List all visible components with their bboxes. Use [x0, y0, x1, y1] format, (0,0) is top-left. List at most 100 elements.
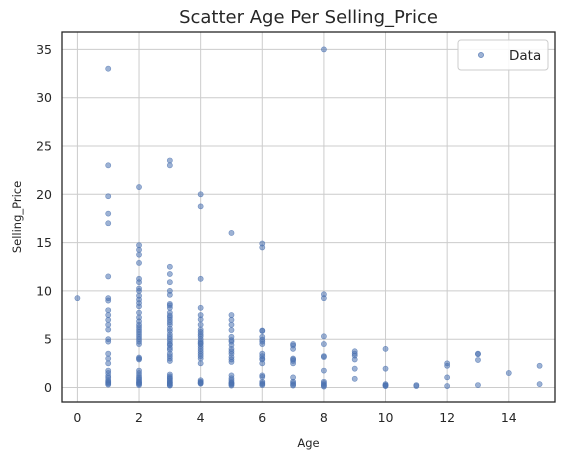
- scatter-point: [382, 365, 389, 372]
- scatter-point: [228, 327, 235, 333]
- y-tick-label: 5: [44, 332, 52, 347]
- scatter-point: [228, 316, 235, 323]
- scatter-point: [382, 345, 389, 352]
- scatter-point: [290, 360, 296, 367]
- y-tick-label: 10: [36, 283, 52, 298]
- scatter-point: [136, 309, 142, 316]
- scatter-point: [444, 383, 451, 389]
- scatter-point: [136, 341, 142, 347]
- x-tick-labels: 0 2 4 6 8 10 12 14: [73, 410, 516, 425]
- y-tick-label: 30: [36, 90, 52, 105]
- scatter-point: [136, 356, 142, 363]
- scatter-point: [166, 157, 173, 164]
- scatter-point: [321, 333, 327, 340]
- scatter-point: [136, 259, 142, 266]
- scatter-point: [259, 244, 266, 251]
- scatter-point: [290, 382, 296, 389]
- scatter-point: [105, 338, 112, 345]
- scatter-point: [197, 380, 204, 387]
- x-tick-label: 10: [378, 410, 394, 425]
- scatter-point: [105, 210, 112, 217]
- scatter-point: [105, 381, 112, 388]
- scatter-point: [197, 360, 204, 367]
- legend-entry-data: Data: [509, 48, 541, 64]
- scatter-point: [105, 65, 112, 72]
- scatter-point: [228, 321, 235, 328]
- scatter-point: [290, 345, 296, 352]
- scatter-point: [166, 263, 173, 270]
- scatter-point: [166, 291, 173, 298]
- scatter-point: [321, 341, 327, 347]
- scatter-point: [321, 367, 327, 374]
- scatter-point: [259, 328, 266, 334]
- scatter-point: [351, 365, 358, 372]
- x-tick-label: 14: [501, 410, 517, 425]
- x-tick-label: 0: [73, 410, 81, 425]
- scatter-point: [105, 220, 112, 227]
- scatter-point: [166, 304, 173, 311]
- scatter-point: [197, 321, 204, 328]
- scatter-point: [105, 350, 112, 357]
- x-tick-label: 6: [258, 410, 266, 425]
- scatter-point: [105, 316, 112, 323]
- scatter-point: [74, 295, 81, 302]
- scatter-point: [105, 326, 112, 333]
- scatter-point: [197, 316, 204, 323]
- scatter-point: [197, 355, 204, 362]
- scatter-point: [444, 362, 451, 369]
- scatter-point: [228, 230, 235, 236]
- scatter-point: [136, 184, 142, 190]
- scatter-point: [105, 312, 112, 318]
- scatter-point: [136, 303, 142, 310]
- legend-marker: [478, 52, 484, 58]
- scatter-point: [259, 382, 266, 388]
- scatter-point: [351, 375, 358, 382]
- scatter-point: [136, 251, 142, 258]
- scatter-point: [475, 357, 481, 363]
- x-tick-label: 8: [320, 410, 328, 425]
- scatter-point: [166, 358, 173, 364]
- scatter-point: [166, 382, 173, 389]
- x-axis-label: Age: [297, 436, 319, 450]
- scatter-point: [259, 360, 266, 367]
- scatter-point: [197, 203, 204, 210]
- scatter-point: [105, 162, 112, 169]
- scatter-point: [136, 288, 142, 294]
- scatter-point: [321, 383, 327, 390]
- scatter-point: [136, 246, 142, 253]
- scatter-point: [197, 304, 204, 311]
- scatter-point: [166, 271, 173, 277]
- scatter-point: [259, 373, 266, 380]
- scatter-point: [105, 193, 112, 200]
- scatter-point: [166, 279, 173, 286]
- scatter-point: [351, 356, 358, 363]
- scatter-point: [321, 295, 327, 302]
- y-tick-label: 15: [36, 235, 52, 250]
- grid-lines: [62, 32, 555, 402]
- y-tick-label: 35: [36, 42, 52, 57]
- scatter-point: [105, 273, 112, 280]
- legend: Data: [457, 39, 549, 71]
- scatter-point: [321, 46, 327, 53]
- scatter-point: [105, 355, 112, 362]
- scatter-point: [105, 360, 112, 367]
- scatter-point: [505, 370, 512, 376]
- scatter-point: [536, 381, 543, 388]
- scatter-point: [105, 307, 112, 314]
- scatter-point: [228, 382, 235, 389]
- scatter-point: [105, 321, 112, 328]
- scatter-point: [105, 297, 112, 304]
- scatter-point: [382, 383, 389, 389]
- scatter-point: [444, 374, 451, 381]
- plot-frame: [61, 31, 556, 403]
- scatter-point: [228, 359, 235, 365]
- x-tick-label: 2: [135, 410, 143, 425]
- scatter-point: [475, 351, 481, 358]
- scatter-point: [136, 382, 142, 388]
- x-tick-label: 12: [439, 410, 455, 425]
- scatter-point: [166, 162, 173, 169]
- scatter-point: [475, 382, 481, 388]
- scatter-point: [413, 383, 420, 389]
